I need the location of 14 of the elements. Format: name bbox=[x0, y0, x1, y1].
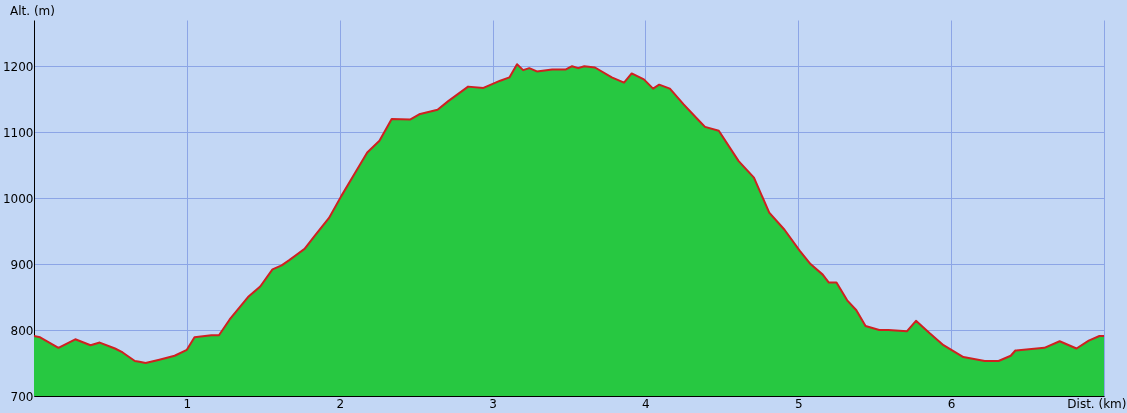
x-tick-label: 1 bbox=[183, 396, 192, 411]
y-tick-label: 700 bbox=[10, 389, 34, 404]
x-tick-label: 6 bbox=[947, 396, 956, 411]
y-tick-label: 900 bbox=[10, 257, 34, 272]
x-tick-label: 2 bbox=[336, 396, 345, 411]
x-tick-label: 5 bbox=[794, 396, 803, 411]
y-axis-title: Alt. (m) bbox=[10, 3, 55, 18]
x-tick-label: 3 bbox=[489, 396, 497, 411]
y-tick-label: 800 bbox=[10, 323, 34, 338]
x-axis-title: Dist. (km) bbox=[1067, 396, 1127, 411]
x-tick-label: 4 bbox=[642, 396, 650, 411]
y-tick-label: 1100 bbox=[2, 125, 34, 140]
y-tick-label: 1200 bbox=[2, 59, 34, 74]
y-tick-label: 1000 bbox=[2, 191, 34, 206]
